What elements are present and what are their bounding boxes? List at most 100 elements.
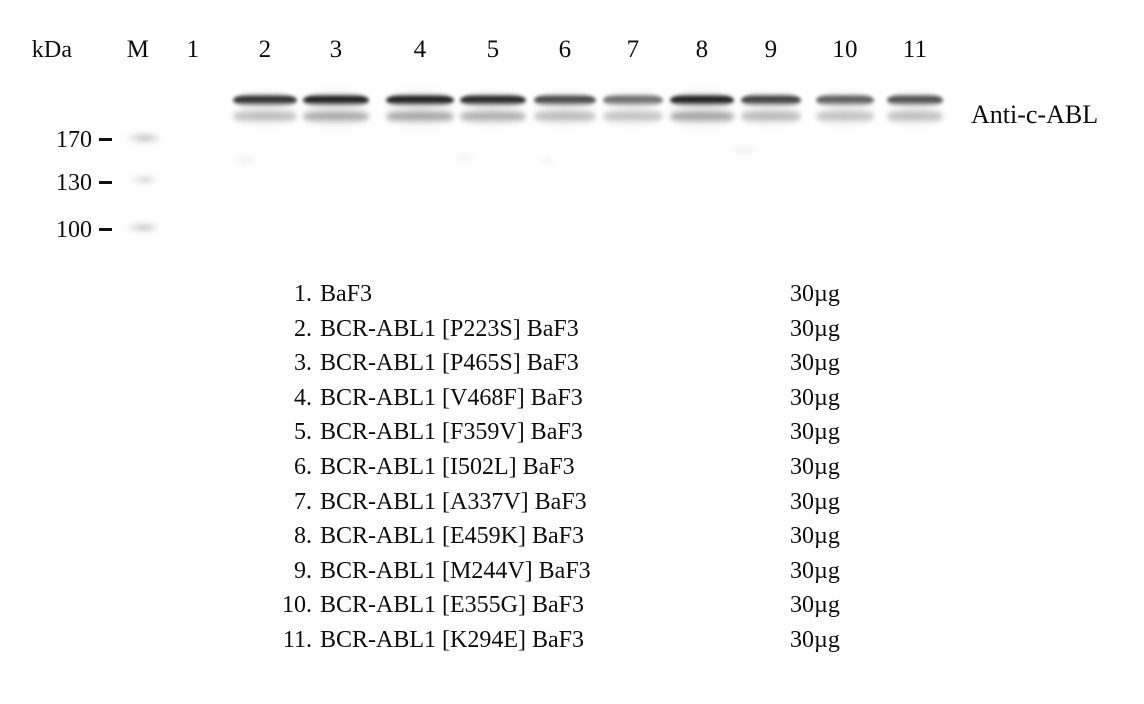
- legend-sample-amount: 30µg: [790, 315, 840, 342]
- legend-index: 6.: [294, 453, 312, 480]
- legend-index: 5.: [294, 419, 312, 446]
- protein-band-lower: [303, 110, 369, 123]
- legend-row: 11. BCR-ABL1 [K294E] BaF3 30µg: [278, 623, 898, 658]
- protein-band-upper: [303, 94, 369, 106]
- legend-index: 10.: [282, 592, 312, 619]
- antibody-label: Anti-c-ABL: [971, 100, 1099, 129]
- protein-band-upper: [887, 94, 943, 106]
- legend-row: 9. BCR-ABL1 [M244V] BaF3 30µg: [278, 554, 898, 589]
- legend-index: 9.: [294, 557, 312, 584]
- legend-index: 4.: [294, 384, 312, 411]
- mw-marker-dash-icon: [99, 181, 112, 184]
- mw-ladder-band: [120, 131, 160, 145]
- protein-band-lower: [233, 110, 297, 123]
- legend-index: 7.: [294, 488, 312, 515]
- mw-marker-value-170: 170: [56, 127, 92, 153]
- legend-sample-name: BCR-ABL1 [P465S] BaF3: [320, 350, 579, 377]
- legend-sample-amount: 30µg: [790, 626, 840, 653]
- protein-band-upper: [603, 94, 663, 106]
- lane-header-row: kDa M 1 2 3 4 5 6 7 8 9 10 11: [0, 33, 1144, 67]
- legend-sample-amount: 30µg: [790, 557, 840, 584]
- mw-marker-row: 100: [0, 215, 200, 245]
- blot-lane-6: [534, 84, 596, 154]
- protein-band-upper: [460, 94, 526, 106]
- blot-lane-5: [460, 84, 526, 154]
- lane-number-label-2: 2: [258, 36, 272, 63]
- blot-lane-8: [670, 84, 734, 154]
- legend-sample-name: BCR-ABL1 [P223S] BaF3: [320, 315, 579, 342]
- protein-band-upper: [816, 94, 874, 106]
- blot-lane-3: [303, 84, 369, 154]
- legend-sample-name: BCR-ABL1 [F359V] BaF3: [320, 419, 583, 446]
- legend-sample-amount: 30µg: [790, 592, 840, 619]
- membrane-artifact: [540, 158, 554, 164]
- legend-sample-name: BaF3: [320, 281, 373, 307]
- lane-number-label-6: 6: [558, 36, 572, 63]
- blot-lane-7: [603, 84, 663, 154]
- legend-sample-amount: 30µg: [790, 384, 840, 411]
- protein-band-lower: [386, 110, 454, 123]
- lane-number-label-M: M: [126, 36, 150, 63]
- legend-row: 10. BCR-ABL1 [E355G] BaF3 30µg: [278, 588, 898, 623]
- legend-index: 1.: [294, 281, 312, 307]
- legend-row: 5. BCR-ABL1 [F359V] BaF3 30µg: [278, 415, 898, 450]
- mw-ladder-band: [120, 221, 158, 234]
- legend-sample-name: BCR-ABL1 [I502L] BaF3: [320, 453, 575, 480]
- lane-number-label-9: 9: [764, 36, 778, 63]
- lane-number-label-5: 5: [486, 36, 500, 63]
- protein-band-upper: [386, 94, 454, 106]
- protein-band-upper: [534, 94, 596, 106]
- blot-lane-10: [816, 84, 874, 154]
- lane-number-label-10: 10: [832, 36, 858, 63]
- mw-ladder-band: [126, 174, 156, 185]
- mw-marker-row: 130: [0, 168, 200, 198]
- legend-index: 8.: [294, 523, 312, 550]
- legend-sample-amount: 30µg: [790, 281, 840, 307]
- legend-sample-name: BCR-ABL1 [K294E] BaF3: [320, 626, 584, 653]
- protein-band-lower: [460, 110, 526, 123]
- legend-row: 3. BCR-ABL1 [P465S] BaF3 30µg: [278, 346, 898, 381]
- legend-index: 11.: [282, 626, 312, 653]
- protein-band-upper: [670, 94, 734, 106]
- mw-marker-value-130: 130: [56, 170, 92, 196]
- blot-lane-11: [887, 84, 943, 154]
- sample-legend: 1. BaF3 30µg 2. BCR-ABL1 [P223S] BaF3 30µg 3. B…: [278, 277, 898, 658]
- legend-sample-name: BCR-ABL1 [A337V] BaF3: [320, 488, 587, 515]
- molecular-weight-ladder: 170 130 100: [0, 125, 200, 260]
- mw-marker-row: 170: [0, 125, 200, 155]
- protein-band-lower: [816, 110, 874, 123]
- blot-lane-1: [162, 84, 224, 154]
- protein-band-lower: [534, 110, 596, 123]
- blot-lane-2: [233, 84, 297, 154]
- legend-sample-name: BCR-ABL1 [M244V] BaF3: [320, 557, 591, 584]
- blot-lane-4: [386, 84, 454, 154]
- legend-sample-amount: 30µg: [790, 488, 840, 515]
- lane-number-label-4: 4: [413, 36, 427, 63]
- protein-band-upper: [233, 94, 297, 106]
- legend-sample-amount: 30µg: [790, 419, 840, 446]
- protein-band-upper: [741, 94, 801, 106]
- legend-sample-amount: 30µg: [790, 350, 840, 377]
- legend-sample-name: BCR-ABL1 [E459K] BaF3: [320, 523, 584, 550]
- protein-band-lower: [603, 110, 663, 123]
- membrane-artifact: [236, 156, 256, 164]
- legend-row: 8. BCR-ABL1 [E459K] BaF3 30µg: [278, 519, 898, 554]
- legend-sample-name: BCR-ABL1 [V468F] BaF3: [320, 384, 583, 411]
- blot-membrane: [0, 84, 1000, 164]
- kda-unit-label: kDa: [31, 37, 73, 63]
- legend-row: 2. BCR-ABL1 [P223S] BaF3 30µg: [278, 312, 898, 347]
- blot-lane-9: [741, 84, 801, 154]
- lane-number-label-3: 3: [329, 36, 343, 63]
- membrane-artifact: [733, 146, 755, 155]
- protein-band-lower: [887, 110, 943, 123]
- lane-number-label-11: 11: [902, 36, 928, 63]
- legend-sample-amount: 30µg: [790, 453, 840, 480]
- mw-marker-dash-icon: [99, 228, 112, 231]
- legend-row: 4. BCR-ABL1 [V468F] BaF3 30µg: [278, 381, 898, 416]
- lane-number-label-8: 8: [695, 36, 709, 63]
- mw-marker-dash-icon: [99, 138, 112, 141]
- legend-sample-name: BCR-ABL1 [E355G] BaF3: [320, 592, 584, 619]
- protein-band-lower: [741, 110, 801, 123]
- protein-band-lower: [670, 110, 734, 123]
